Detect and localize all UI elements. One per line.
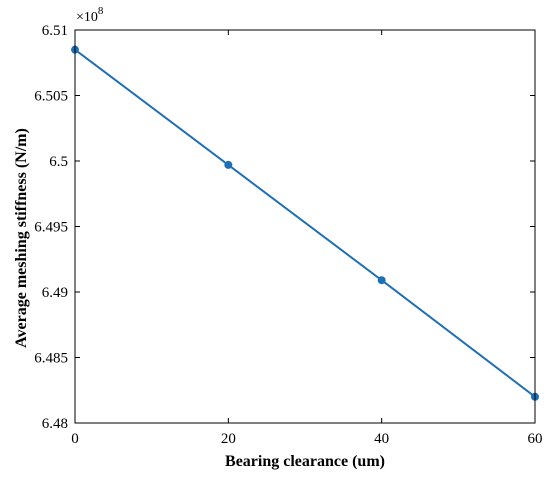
axis-layer: 0 20 40 60 6.48 6.485 6.49 6.495 6.5 6.505 6.51 bbox=[34, 23, 542, 447]
y-tick-label: 6.495 bbox=[34, 220, 68, 236]
x-axis-title: Bearing clearance (um) bbox=[225, 453, 385, 470]
data-point bbox=[224, 160, 233, 169]
x-tick-label: 40 bbox=[374, 431, 389, 447]
plot-frame bbox=[74, 29, 536, 424]
x-tick-label: 20 bbox=[221, 431, 236, 447]
y-axis-multiplier: ×108 bbox=[76, 5, 104, 25]
y-tick-label: 6.49 bbox=[42, 285, 68, 301]
y-axis-multiplier-exponent: 8 bbox=[98, 5, 104, 17]
y-axis-title: Average meshing stiffness (N/m) bbox=[13, 128, 30, 348]
y-axis-multiplier-base: ×10 bbox=[76, 10, 98, 25]
y-tick-label: 6.48 bbox=[42, 416, 68, 432]
x-tick-label: 60 bbox=[528, 431, 543, 447]
plot-layer bbox=[71, 45, 539, 401]
y-tick-label: 6.485 bbox=[34, 351, 68, 367]
y-tick-label: 6.5 bbox=[49, 154, 68, 170]
y-tick-label: 6.51 bbox=[42, 23, 68, 39]
series-line bbox=[74, 48, 536, 398]
x-tick-label: 0 bbox=[71, 431, 79, 447]
data-point bbox=[377, 276, 386, 285]
y-tick-label: 6.505 bbox=[34, 89, 68, 105]
